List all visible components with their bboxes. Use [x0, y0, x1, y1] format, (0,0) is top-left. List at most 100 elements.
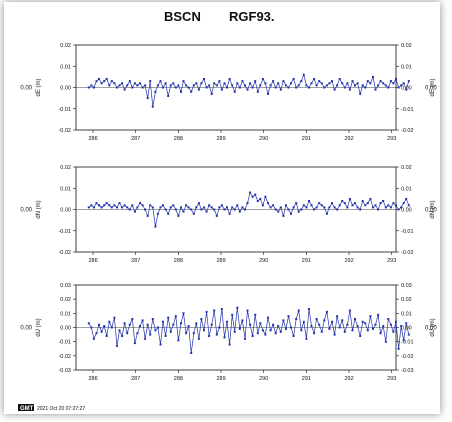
data-point: [203, 206, 205, 209]
x-tick-label: 290: [259, 376, 268, 382]
data-point: [389, 80, 392, 83]
data-point: [372, 75, 374, 78]
data-point: [261, 204, 264, 207]
data-point: [180, 206, 182, 209]
data-point: [123, 322, 126, 325]
side-value-right: 0.00: [425, 326, 437, 332]
data-point: [284, 84, 287, 87]
data-point: [400, 84, 403, 87]
panel-1: 0.02 0.02 0.01 0.01 0.00 0.00 -0.01 -0.01 -0.02 -…: [20, 43, 437, 142]
data-point: [218, 80, 221, 83]
data-point: [220, 88, 223, 91]
y-tick-label-left: 0.02: [60, 165, 71, 171]
data-point: [131, 86, 134, 89]
data-point: [233, 90, 236, 93]
data-point: [116, 344, 118, 347]
data-point: [295, 86, 298, 89]
data-point: [174, 315, 177, 318]
data-point: [341, 319, 344, 322]
data-point: [277, 210, 280, 213]
data-point: [305, 84, 308, 87]
series-line: [88, 307, 410, 354]
y-axis-label: dN (m): [36, 200, 42, 218]
data-point: [328, 82, 331, 85]
data-point: [169, 206, 172, 209]
y-tick-label-left: 0.00: [60, 326, 71, 332]
footer-timestamp: 2021 Oct 20 07:27:27: [37, 406, 85, 412]
y-tick-label-left: -0.02: [58, 250, 71, 256]
data-point: [126, 84, 129, 87]
data-point: [98, 323, 100, 326]
data-point: [366, 329, 369, 332]
title-station: BSCN: [164, 9, 201, 24]
data-point: [282, 80, 285, 83]
data-point: [156, 212, 159, 215]
data-point: [348, 309, 351, 312]
data-point: [315, 318, 318, 320]
data-point: [113, 316, 116, 319]
data-point: [126, 332, 129, 335]
data-point: [348, 88, 351, 91]
data-point: [259, 322, 262, 325]
data-point: [287, 86, 290, 89]
y-tick-label-right: 0.01: [401, 186, 412, 192]
data-point: [269, 84, 272, 87]
data-point: [364, 204, 367, 207]
data-point: [220, 308, 223, 311]
side-value-left: 0.00: [20, 326, 32, 332]
data-point: [118, 84, 121, 87]
data-point: [305, 337, 308, 340]
data-point: [382, 82, 385, 85]
data-point: [223, 336, 226, 339]
data-point: [213, 82, 216, 85]
data-point: [100, 330, 103, 333]
data-point: [241, 319, 244, 322]
data-point: [292, 78, 295, 80]
data-point: [192, 332, 195, 335]
data-point: [154, 90, 157, 93]
data-point: [103, 204, 106, 207]
data-point: [177, 214, 180, 217]
data-point: [384, 84, 387, 87]
x-tick-label: 293: [387, 258, 396, 264]
data-point: [264, 82, 267, 85]
data-point: [98, 204, 100, 207]
side-value-left: 0.00: [20, 208, 32, 214]
data-point: [343, 202, 346, 205]
data-point: [249, 82, 252, 85]
data-point: [215, 214, 218, 217]
x-tick-label: 291: [302, 136, 311, 142]
data-point: [156, 84, 159, 87]
data-point: [159, 343, 162, 346]
y-axis-label: dE (m): [36, 78, 42, 96]
data-point: [405, 88, 408, 91]
data-point: [369, 315, 372, 318]
y-tick-label-left: 0.00: [60, 86, 71, 92]
data-point: [395, 78, 397, 80]
data-point: [167, 212, 170, 215]
data-point: [169, 84, 172, 87]
data-point: [226, 206, 228, 209]
data-point: [128, 323, 131, 326]
data-point: [123, 204, 126, 207]
data-point: [313, 332, 316, 335]
data-point: [95, 332, 98, 335]
data-point: [100, 206, 103, 209]
y-tick-label-left: 0.02: [60, 43, 71, 49]
y-tick-label-right: -0.02: [401, 128, 414, 134]
y-tick-label-right: -0.01: [401, 340, 414, 346]
data-point: [195, 206, 198, 209]
panel-2: 0.02 0.02 0.01 0.01 0.00 0.00 -0.01 -0.01 -0.02 -…: [20, 165, 437, 264]
data-point: [139, 82, 141, 85]
data-point: [146, 97, 149, 100]
data-point: [397, 86, 400, 89]
data-point: [231, 84, 234, 87]
data-point: [123, 88, 126, 91]
data-point: [323, 86, 326, 89]
data-point: [302, 73, 305, 76]
data-point: [190, 208, 193, 211]
data-point: [205, 310, 208, 313]
data-point: [310, 325, 313, 328]
panels: 0.02 0.02 0.01 0.01 0.00 0.00 -0.01 -0.01 -0.02 -…: [20, 43, 437, 382]
data-point: [272, 323, 275, 326]
